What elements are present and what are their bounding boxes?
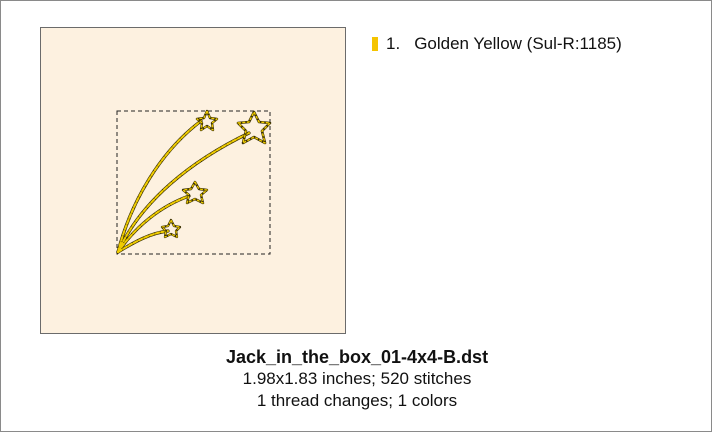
thread-name: Golden Yellow (Sul-R:1185): [414, 34, 622, 53]
design-size-stitches: 1.98x1.83 inches; 520 stitches: [242, 369, 472, 388]
thread-number: 1.: [386, 34, 401, 53]
hoop-area: [40, 27, 346, 334]
design-info: Jack_in_the_box_01-4x4-B.dst 1.98x1.83 i…: [1, 346, 712, 412]
thread-color-swatch: [372, 37, 378, 51]
thread-legend-item: 1. Golden Yellow (Sul-R:1185): [372, 34, 622, 54]
design-bounding-box: [116, 110, 271, 255]
shooting-stars-icon: [116, 109, 272, 254]
design-thread-summary: 1 thread changes; 1 colors: [256, 391, 458, 410]
design-filename: Jack_in_the_box_01-4x4-B.dst: [225, 347, 489, 367]
